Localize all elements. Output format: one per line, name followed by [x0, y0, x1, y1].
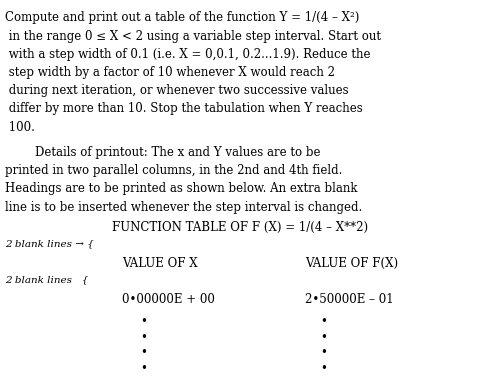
Text: step width by a factor of 10 whenever X would reach 2: step width by a factor of 10 whenever X …: [5, 66, 335, 79]
Text: printed in two parallel columns, in the 2nd and 4th field.: printed in two parallel columns, in the …: [5, 164, 342, 177]
Text: •: •: [141, 330, 147, 344]
Text: •: •: [141, 315, 147, 328]
Text: •: •: [321, 346, 327, 359]
Text: •: •: [141, 346, 147, 359]
Text: 2•50000E – 01: 2•50000E – 01: [305, 293, 394, 306]
Text: during next iteration, or whenever two successive values: during next iteration, or whenever two s…: [5, 84, 348, 97]
Text: Compute and print out a table of the function Y = 1/(4 – X²): Compute and print out a table of the fun…: [5, 11, 359, 24]
Text: VALUE OF X: VALUE OF X: [122, 257, 198, 270]
Text: 2 blank lines   {: 2 blank lines {: [5, 275, 88, 284]
Text: with a step width of 0.1 (i.e. X = 0,0.1, 0.2...1.9). Reduce the: with a step width of 0.1 (i.e. X = 0,0.1…: [5, 48, 370, 61]
Text: in the range 0 ≤ X < 2 using a variable step interval. Start out: in the range 0 ≤ X < 2 using a variable …: [5, 30, 381, 42]
Text: Headings are to be printed as shown below. An extra blank: Headings are to be printed as shown belo…: [5, 182, 357, 196]
Text: •: •: [141, 362, 147, 374]
Text: •: •: [321, 330, 327, 344]
Text: VALUE OF F(X): VALUE OF F(X): [305, 257, 398, 270]
Text: •: •: [321, 315, 327, 328]
Text: Details of printout: The x and Y values are to be: Details of printout: The x and Y values …: [5, 146, 320, 159]
Text: line is to be inserted whenever the step interval is changed.: line is to be inserted whenever the step…: [5, 200, 362, 214]
Text: •: •: [321, 362, 327, 374]
Text: 0•00000E + 00: 0•00000E + 00: [122, 293, 215, 306]
Text: FUNCTION TABLE OF F (X) = 1/(4 – X**2): FUNCTION TABLE OF F (X) = 1/(4 – X**2): [112, 221, 368, 233]
Text: differ by more than 10. Stop the tabulation when Y reaches: differ by more than 10. Stop the tabulat…: [5, 102, 362, 115]
Text: 100.: 100.: [5, 121, 35, 133]
Text: 2 blank lines → {: 2 blank lines → {: [5, 239, 94, 248]
